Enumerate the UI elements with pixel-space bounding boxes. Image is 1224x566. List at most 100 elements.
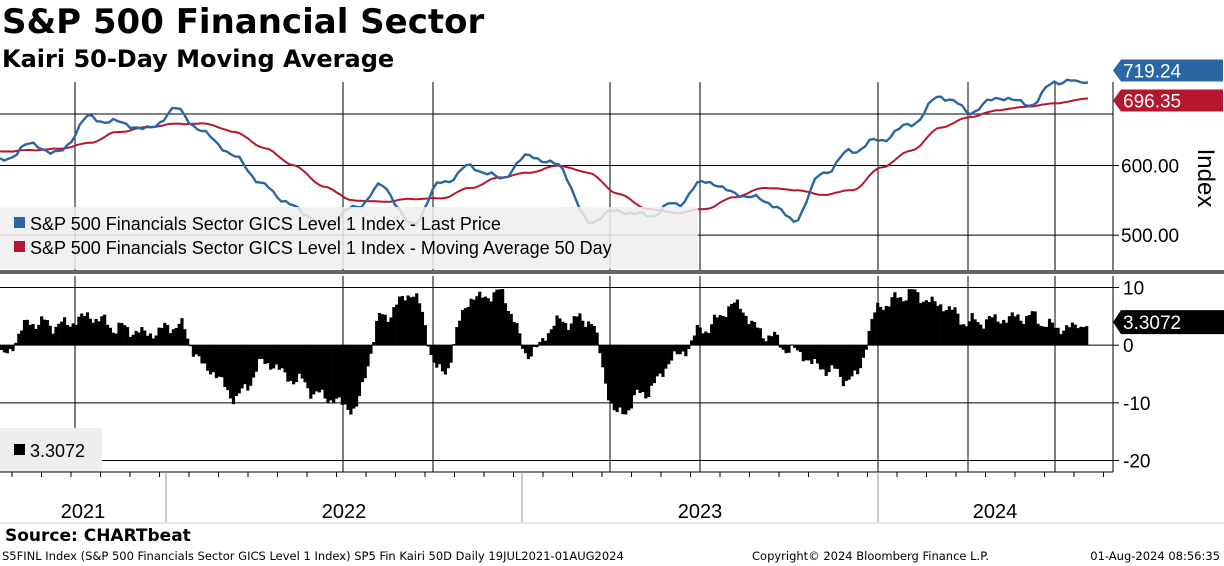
kairi-bar bbox=[606, 345, 611, 401]
kairi-bar bbox=[1085, 326, 1089, 346]
kairi-bar bbox=[561, 321, 565, 346]
kairi-bar bbox=[858, 345, 863, 369]
kairi-bar bbox=[392, 307, 396, 346]
kairi-bar bbox=[377, 312, 382, 346]
source-label: Source: CHARTbeat bbox=[5, 526, 191, 546]
kairi-bar bbox=[289, 345, 293, 381]
kairi-bar bbox=[612, 345, 616, 411]
kairi-bar bbox=[778, 345, 782, 348]
kairi-bar bbox=[62, 317, 67, 346]
kairi-bar bbox=[297, 345, 301, 374]
kairi-bar bbox=[42, 319, 47, 346]
kairi-bar bbox=[609, 345, 614, 404]
kairi-bar bbox=[94, 318, 98, 346]
kairi-bar bbox=[389, 317, 393, 346]
kairi-bar bbox=[701, 333, 705, 346]
chart-subtitle: Kairi 50-Day Moving Average bbox=[2, 45, 395, 73]
kairi-bar bbox=[266, 345, 270, 364]
kairi-bar bbox=[704, 331, 708, 346]
kairi-bar bbox=[83, 315, 87, 346]
kairi-bar bbox=[601, 345, 605, 368]
y-tick-label-bottom: -10 bbox=[1123, 394, 1150, 415]
kairi-bar bbox=[692, 335, 697, 346]
chart-title: S&P 500 Financial Sector bbox=[2, 2, 485, 42]
kairi-bar bbox=[366, 345, 370, 367]
price-line bbox=[0, 78, 1089, 227]
x-year-label: 2024 bbox=[973, 501, 1018, 523]
kairi-bar bbox=[518, 333, 522, 346]
x-year-label: 2023 bbox=[678, 501, 723, 523]
kairi-bar bbox=[767, 335, 771, 346]
kairi-bar bbox=[317, 345, 321, 393]
kairi-bar bbox=[486, 298, 490, 346]
kairi-bar bbox=[223, 345, 227, 388]
kairi-bar bbox=[569, 323, 573, 346]
kairi-bar bbox=[535, 345, 539, 348]
kairi-bar bbox=[492, 292, 496, 346]
kairi-bar bbox=[629, 345, 634, 409]
kairi-bar bbox=[755, 327, 760, 346]
kairi-bar bbox=[635, 345, 639, 390]
kairi-bar bbox=[675, 345, 679, 355]
kairi-bar bbox=[294, 345, 299, 383]
kairi-bar bbox=[249, 345, 253, 386]
kairi-bar bbox=[449, 345, 453, 363]
kairi-bar bbox=[1059, 334, 1063, 346]
copyright: Copyright© 2024 Bloomberg Finance L.P. bbox=[752, 549, 989, 563]
ma-last-tag bbox=[1113, 89, 1223, 112]
kairi-bar bbox=[893, 292, 897, 346]
kairi-bar bbox=[847, 345, 851, 380]
moving-average-line bbox=[0, 97, 1089, 215]
kairi-bar bbox=[231, 345, 236, 405]
kairi-bar bbox=[191, 345, 195, 357]
kairi-bar bbox=[658, 345, 662, 374]
kairi-bar bbox=[990, 317, 994, 346]
kairi-bar bbox=[137, 332, 141, 346]
kairi-bar bbox=[781, 345, 785, 350]
kairi-bar bbox=[412, 296, 416, 346]
kairi-bar bbox=[1079, 326, 1083, 346]
kairi-bar bbox=[105, 324, 110, 346]
kairi-bar bbox=[274, 345, 279, 365]
kairi-bar bbox=[641, 345, 645, 392]
kairi-bar bbox=[120, 323, 124, 346]
kairi-bar bbox=[151, 338, 155, 346]
kairi-bar bbox=[346, 345, 350, 410]
kairi-last-tag bbox=[1113, 310, 1224, 335]
kairi-bar bbox=[440, 345, 445, 372]
kairi-bar bbox=[303, 345, 307, 383]
kairi-bar bbox=[85, 312, 90, 346]
kairi-bar bbox=[11, 345, 15, 352]
kairi-bar bbox=[698, 327, 702, 346]
kairi-bar bbox=[194, 345, 198, 355]
kairi-bar bbox=[546, 333, 551, 346]
kairi-bar bbox=[624, 345, 628, 415]
kairi-bar bbox=[1056, 327, 1060, 346]
kairi-bar bbox=[460, 310, 465, 346]
kairi-bar bbox=[773, 331, 777, 346]
y-tick-label-top: 500.00 bbox=[1121, 226, 1179, 247]
kairi-bar bbox=[841, 345, 845, 387]
kairi-bar bbox=[277, 345, 281, 370]
kairi-bar bbox=[727, 306, 731, 346]
kairi-bar bbox=[901, 301, 906, 346]
kairi-bar bbox=[566, 329, 571, 346]
kairi-bar bbox=[976, 322, 980, 346]
kairi-bar bbox=[97, 321, 101, 346]
kairi-bar bbox=[40, 316, 44, 346]
kairi-bar bbox=[209, 345, 213, 375]
kairi-bar bbox=[1070, 322, 1074, 346]
kairi-bar bbox=[323, 345, 327, 399]
kairi-bar bbox=[930, 296, 934, 346]
kairi-bar bbox=[581, 320, 585, 346]
kairi-bar bbox=[1047, 318, 1052, 346]
kairi-bar bbox=[967, 321, 971, 346]
kairi-bar bbox=[627, 345, 631, 411]
kairi-bar bbox=[982, 328, 986, 346]
kairi-bar bbox=[108, 327, 112, 346]
kairi-bar bbox=[131, 334, 135, 346]
kairi-bar bbox=[652, 345, 656, 384]
kairi-bar bbox=[690, 340, 694, 346]
kairi-bar bbox=[738, 308, 742, 346]
